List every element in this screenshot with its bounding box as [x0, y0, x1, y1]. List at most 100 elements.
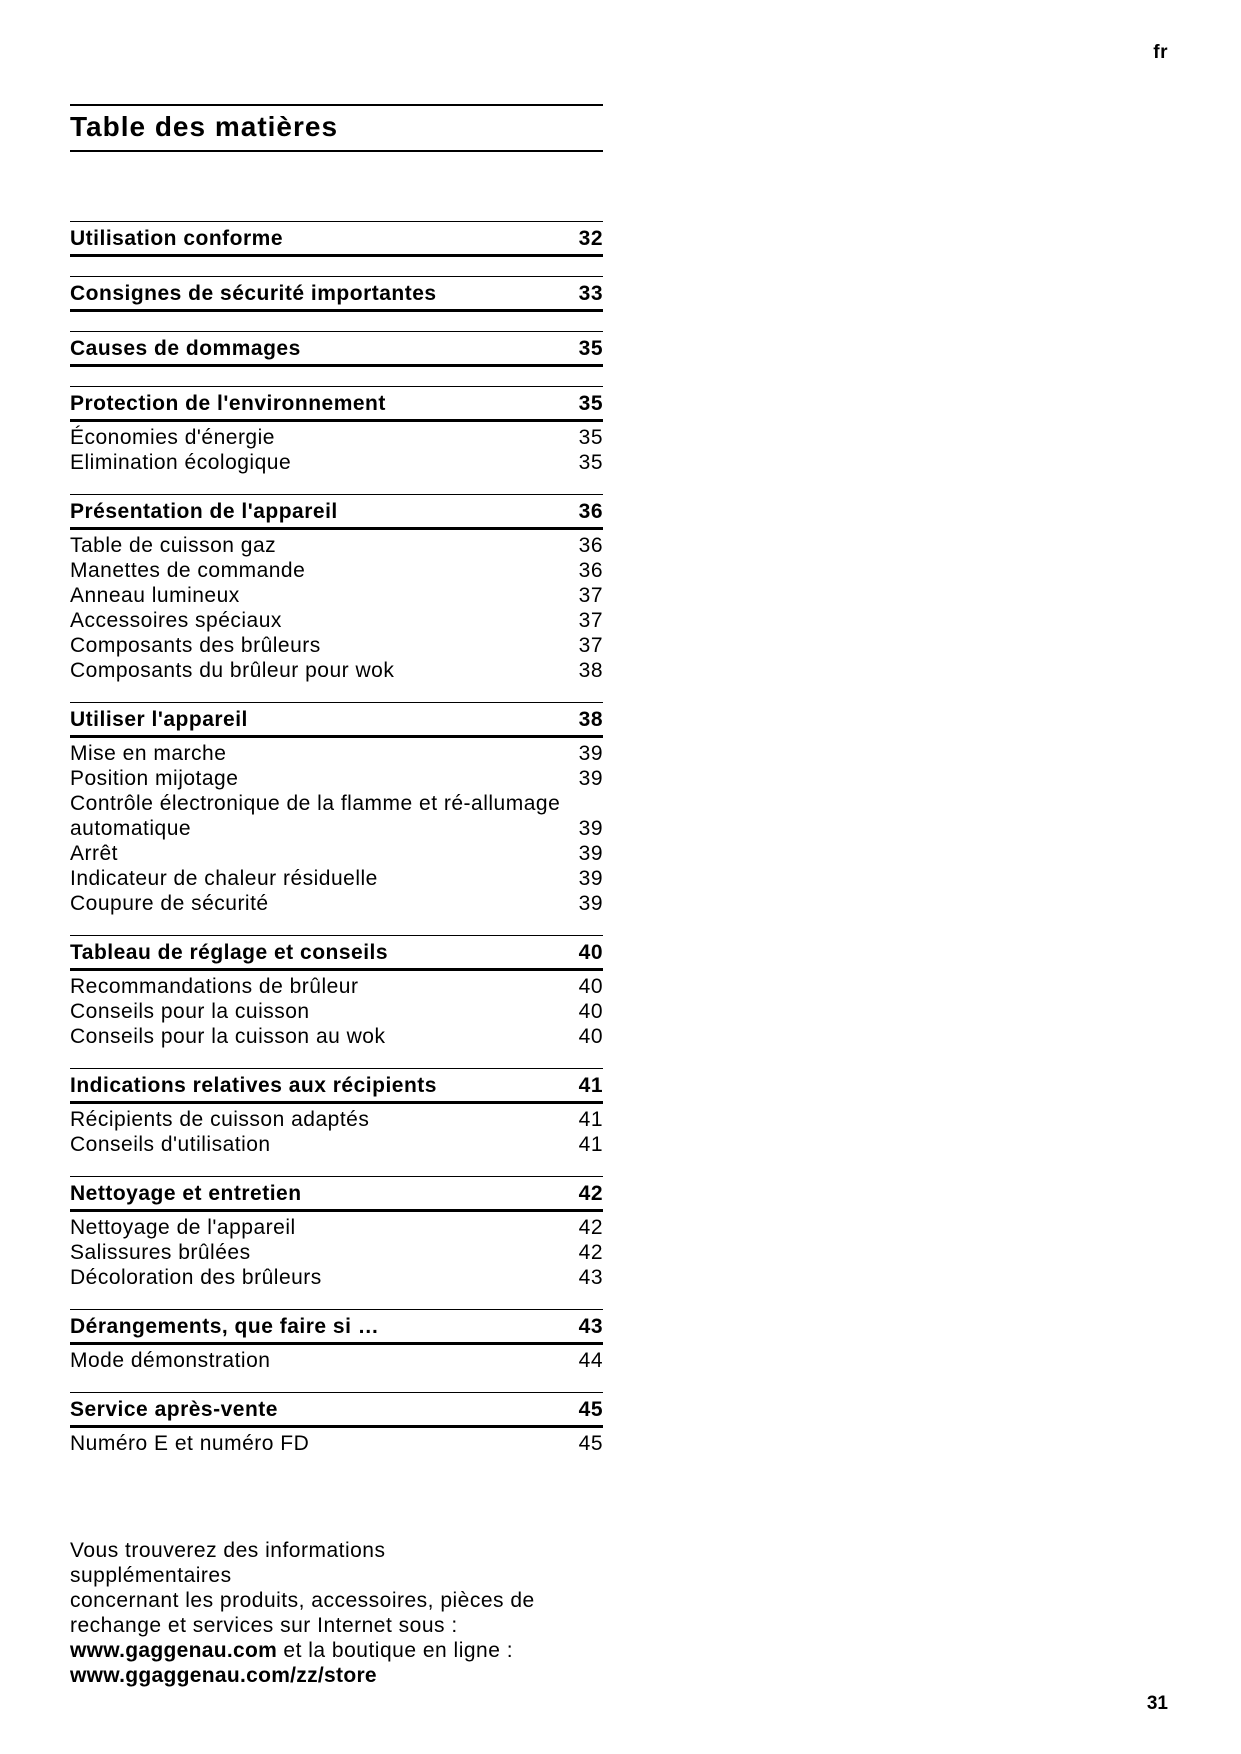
- toc-item-row: Mise en marche 39: [70, 741, 603, 766]
- toc-section-heading: Utiliser l'appareil 38: [70, 703, 603, 738]
- toc-content-column: Table des matières Utilisation conforme 3…: [70, 104, 603, 1475]
- toc-section-page-number: 32: [578, 227, 603, 250]
- footer-url-main: www.gaggenau.com: [70, 1639, 278, 1662]
- toc-section-heading: Utilisation conforme 32: [70, 222, 603, 257]
- toc-item-list: Numéro E et numéro FD 45: [70, 1428, 603, 1456]
- toc-section-page-number: 33: [578, 282, 603, 305]
- toc-item-page-number: 35: [578, 451, 603, 474]
- toc-item-label: Mise en marche: [70, 742, 227, 765]
- toc-item-label: Position mijotage: [70, 767, 239, 790]
- toc-item-label: Composants des brûleurs: [70, 634, 321, 657]
- toc-item-list: Mise en marche 39 Position mijotage 39 Contr…: [70, 738, 603, 916]
- toc-section-title: Service après-vente: [70, 1398, 278, 1421]
- toc-item-row: Décoloration des brûleurs 43: [70, 1265, 603, 1290]
- toc-item-page-number: 38: [578, 659, 603, 682]
- toc-item-page-number: 44: [578, 1349, 603, 1372]
- toc-item-label: Économies d'énergie: [70, 426, 275, 449]
- toc-section: Tableau de réglage et conseils 40 Recomman…: [70, 935, 603, 1049]
- footer-url-store: www.ggaggenau.com/zz/store: [70, 1664, 377, 1687]
- toc-item-page-number: 41: [578, 1108, 603, 1131]
- toc-item-page-number: 36: [578, 534, 603, 557]
- toc-item-row: Conseils d'utilisation 41: [70, 1132, 603, 1157]
- toc-item-row: Anneau lumineux 37: [70, 583, 603, 608]
- page-number: 31: [1146, 1693, 1168, 1714]
- toc-item-label: Décoloration des brûleurs: [70, 1266, 322, 1289]
- toc-item-page-number: 45: [578, 1432, 603, 1455]
- toc-section-page-number: 36: [578, 500, 603, 523]
- toc-section-heading: Service après-vente 45: [70, 1393, 603, 1428]
- toc-item-row: Contrôle électronique de la flamme et ré…: [70, 791, 603, 841]
- toc-item-list: Économies d'énergie 35 Elimination écologi…: [70, 422, 603, 475]
- toc-item-row: Arrêt 39: [70, 841, 603, 866]
- toc-item-page-number: 42: [578, 1241, 603, 1264]
- toc-item-page-number: 39: [578, 842, 603, 865]
- toc-item-label: Arrêt: [70, 842, 119, 865]
- toc-section-heading: Protection de l'environnement 35: [70, 387, 603, 422]
- toc-item-label: Indicateur de chaleur résiduelle: [70, 867, 378, 890]
- toc-item-label: Recommandations de brûleur: [70, 975, 359, 998]
- toc-section-page-number: 42: [578, 1182, 603, 1205]
- toc-item-label: Conseils pour la cuisson: [70, 1000, 310, 1023]
- toc-item-label: Composants du brûleur pour wok: [70, 659, 395, 682]
- toc-section-title: Nettoyage et entretien: [70, 1182, 302, 1205]
- toc-item-row: Économies d'énergie 35: [70, 425, 603, 450]
- toc-section-page-number: 41: [578, 1074, 603, 1097]
- toc-item-list: Nettoyage de l'appareil 42 Salissures brûl…: [70, 1212, 603, 1290]
- toc-item-label: Coupure de sécurité: [70, 892, 269, 915]
- toc-item-label: Mode démonstration: [70, 1349, 271, 1372]
- toc-item-row: Position mijotage 39: [70, 766, 603, 791]
- toc-item-row: Mode démonstration 44: [70, 1348, 603, 1373]
- toc-item-label: Salissures brûlées: [70, 1241, 251, 1264]
- toc-item-page-number: 41: [578, 1133, 603, 1156]
- toc-item-page-number: 39: [578, 742, 603, 765]
- toc-section-title: Utilisation conforme: [70, 227, 284, 250]
- toc-section-list: Utilisation conforme 32 Consignes de sécur…: [70, 221, 603, 1456]
- toc-item-list: Recommandations de brûleur 40 Conseils pou…: [70, 971, 603, 1049]
- toc-section-page-number: 35: [578, 392, 603, 415]
- footer-line: concernant les produits, accessoires, pi…: [70, 1589, 535, 1612]
- toc-section: Protection de l'environnement 35 Économies…: [70, 386, 603, 475]
- toc-section-title: Utiliser l'appareil: [70, 708, 248, 731]
- toc-item-label: Elimination écologique: [70, 451, 292, 474]
- toc-item-page-number: 37: [578, 609, 603, 632]
- toc-item-page-number: 39: [578, 892, 603, 915]
- toc-section-title: Tableau de réglage et conseils: [70, 941, 389, 964]
- toc-item-label: Conseils d'utilisation: [70, 1133, 271, 1156]
- footer-line: Vous trouverez des informations suppléme…: [70, 1539, 386, 1587]
- toc-item-row: Manettes de commande 36: [70, 558, 603, 583]
- toc-item-row: Composants du brûleur pour wok 38: [70, 658, 603, 683]
- toc-item-list: Table de cuisson gaz 36 Manettes de comman…: [70, 530, 603, 683]
- toc-item-label: Accessoires spéciaux: [70, 609, 282, 632]
- toc-item-row: Salissures brûlées 42: [70, 1240, 603, 1265]
- toc-item-list: Récipients de cuisson adaptés 41 Conseils …: [70, 1104, 603, 1157]
- toc-item-row: Recommandations de brûleur 40: [70, 974, 603, 999]
- toc-item-page-number: 39: [578, 867, 603, 890]
- toc-section-page-number: 45: [578, 1398, 603, 1421]
- toc-section-heading: Causes de dommages 35: [70, 332, 603, 367]
- toc-item-label: Nettoyage de l'appareil: [70, 1216, 296, 1239]
- toc-section-title: Causes de dommages: [70, 337, 301, 360]
- toc-section: Utiliser l'appareil 38 Mise en marche 39 Pos…: [70, 702, 603, 916]
- toc-section-title: Présentation de l'appareil: [70, 500, 338, 523]
- toc-section-page-number: 43: [578, 1315, 603, 1338]
- toc-section: Service après-vente 45 Numéro E et numéro …: [70, 1392, 603, 1456]
- toc-item-label: Contrôle électronique de la flamme et ré…: [70, 792, 561, 840]
- toc-section-heading: Consignes de sécurité importantes 33: [70, 277, 603, 312]
- toc-item-row: Table de cuisson gaz 36: [70, 533, 603, 558]
- toc-item-label: Numéro E et numéro FD: [70, 1432, 310, 1455]
- footer-note: Vous trouverez des informations suppléme…: [70, 1538, 540, 1688]
- toc-section-page-number: 40: [578, 941, 603, 964]
- toc-item-label: Manettes de commande: [70, 559, 306, 582]
- toc-item-row: Indicateur de chaleur résiduelle 39: [70, 866, 603, 891]
- toc-item-page-number: 39: [578, 767, 603, 790]
- toc-section: Consignes de sécurité importantes 33: [70, 276, 603, 312]
- toc-item-page-number: 42: [578, 1216, 603, 1239]
- toc-section-heading: Tableau de réglage et conseils 40: [70, 936, 603, 971]
- toc-section-page-number: 38: [578, 708, 603, 731]
- footer-line: et la boutique en ligne :: [277, 1639, 514, 1662]
- toc-item-label: Anneau lumineux: [70, 584, 240, 607]
- toc-item-page-number: 36: [578, 559, 603, 582]
- toc-item-list: Mode démonstration 44: [70, 1345, 603, 1373]
- toc-item-row: Composants des brûleurs 37: [70, 633, 603, 658]
- toc-section-heading: Présentation de l'appareil 36: [70, 495, 603, 530]
